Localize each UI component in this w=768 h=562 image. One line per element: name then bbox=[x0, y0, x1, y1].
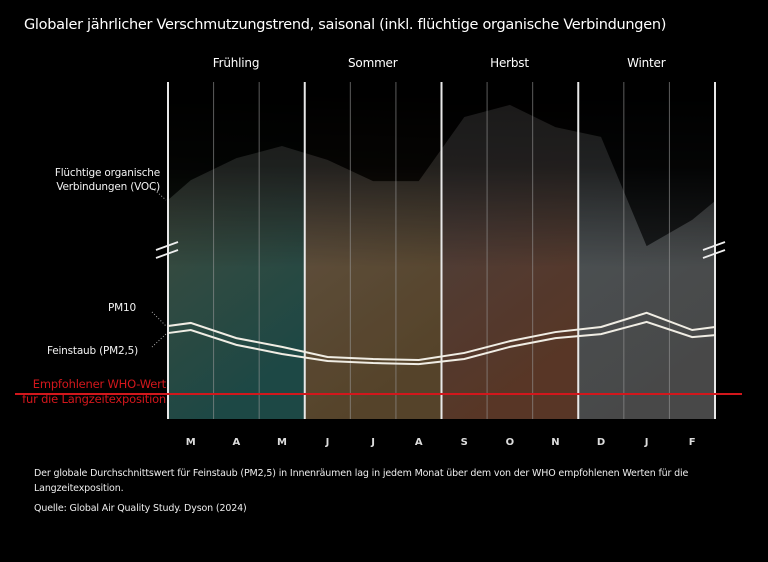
pm25-leader-line bbox=[151, 333, 167, 348]
axis-break-icon bbox=[702, 249, 726, 259]
pm10-line bbox=[167, 311, 716, 362]
month-tick-label: N bbox=[551, 437, 560, 448]
who-label: Empfohlener WHO-Wert für die Langzeitexp… bbox=[10, 377, 166, 407]
pm10-label: PM10 bbox=[108, 302, 136, 314]
season-label: Sommer bbox=[348, 56, 398, 70]
footnote: Der globale Durchschnittswert für Feinst… bbox=[34, 468, 689, 494]
season-label: Winter bbox=[627, 56, 666, 70]
voc-label: Flüchtige organische Verbindungen (VOC) bbox=[20, 166, 160, 194]
month-tick-label: J bbox=[371, 437, 375, 448]
voc-label-line2: Verbindungen (VOC) bbox=[56, 181, 160, 193]
month-tick-label: D bbox=[596, 437, 606, 448]
axis-break-icon bbox=[702, 241, 726, 251]
pm25-label: Feinstaub (PM2,5) bbox=[46, 345, 138, 357]
pm25-line bbox=[167, 320, 716, 366]
month-tick-label: A bbox=[232, 437, 241, 448]
chart-title: Globaler jährlicher Verschmutzungstrend,… bbox=[24, 17, 667, 33]
month-tick-label: F bbox=[688, 437, 696, 448]
month-tick-label: S bbox=[460, 437, 468, 448]
source-citation: Quelle: Global Air Quality Study. Dyson … bbox=[34, 503, 247, 514]
month-tick-label: A bbox=[414, 437, 423, 448]
pm-lines-group bbox=[167, 311, 716, 366]
month-tick-label: O bbox=[505, 437, 515, 448]
pm10-leader-line bbox=[151, 311, 167, 327]
month-gridlines bbox=[167, 82, 716, 419]
voc-label-line1: Flüchtige organische bbox=[54, 167, 160, 179]
who-label-line2: für die Langzeitexposition bbox=[22, 392, 166, 406]
season-label: Frühling bbox=[212, 56, 260, 70]
month-tick-label: J bbox=[325, 437, 330, 448]
month-tick-label: M bbox=[276, 437, 287, 448]
month-tick-label: J bbox=[644, 437, 649, 448]
voc-leader-line bbox=[149, 185, 167, 201]
axis-break-icon bbox=[155, 241, 179, 251]
annotation-decorations bbox=[149, 185, 726, 348]
month-tick-label: M bbox=[185, 437, 196, 448]
axis-break-icon bbox=[155, 249, 179, 259]
season-label: Herbst bbox=[490, 56, 529, 70]
who-label-line1: Empfohlener WHO-Wert bbox=[32, 377, 166, 391]
